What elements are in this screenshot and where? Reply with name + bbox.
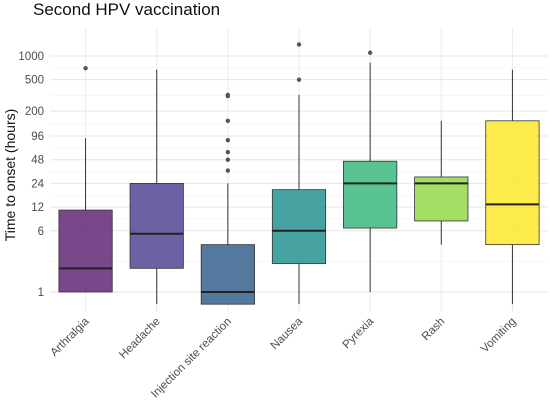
outlier-point (225, 168, 231, 173)
y-tick-labels: 1 6 12 24 48 96 200 500 1000 (18, 51, 44, 299)
y-tick-label: 200 (25, 106, 44, 118)
box (271, 189, 327, 264)
box-layer (58, 42, 540, 305)
box-group-arthralgia (58, 65, 113, 293)
x-tick-label: Injection site reaction (149, 316, 234, 401)
box-group-nausea (271, 42, 327, 305)
x-tick-label: Arthralgia (48, 315, 92, 359)
x-tick-label: Vomiting (479, 316, 519, 356)
box (485, 120, 540, 246)
y-tick-label: 24 (31, 178, 44, 190)
outlier-point (83, 65, 88, 71)
box-group-pyrexia (343, 50, 398, 292)
box (343, 160, 398, 229)
y-tick-label: 6 (38, 226, 44, 238)
outlier-point (296, 77, 302, 82)
box-group-injection-site-reaction (200, 92, 255, 305)
outlier-point (225, 118, 231, 124)
box (58, 209, 113, 293)
y-tick-label: 500 (25, 75, 44, 87)
outlier-point (367, 50, 373, 55)
x-tick-label: Headache (117, 316, 163, 362)
outlier-point (225, 138, 231, 143)
box (200, 244, 255, 305)
y-tick-label: 1 (38, 287, 44, 299)
y-tick-label: 12 (31, 202, 44, 214)
x-tick-label: Rash (420, 316, 447, 343)
box-group-headache (129, 69, 184, 305)
outlier-point (225, 157, 231, 162)
y-tick-label: 48 (31, 155, 44, 167)
x-tick-label: Nausea (269, 315, 306, 352)
outlier-point (225, 92, 231, 98)
x-tick-label: Pyrexia (341, 315, 377, 351)
box-group-rash (414, 120, 469, 245)
outlier-point (296, 42, 302, 47)
y-tick-label: 1000 (18, 51, 44, 63)
box (129, 183, 184, 269)
chart-title: Second HPV vaccination (33, 0, 221, 19)
outlier-point (225, 149, 231, 155)
y-tick-label: 96 (31, 131, 44, 143)
box-group-vomiting (485, 69, 540, 305)
y-axis-title: Time to onset (hours) (2, 109, 18, 242)
